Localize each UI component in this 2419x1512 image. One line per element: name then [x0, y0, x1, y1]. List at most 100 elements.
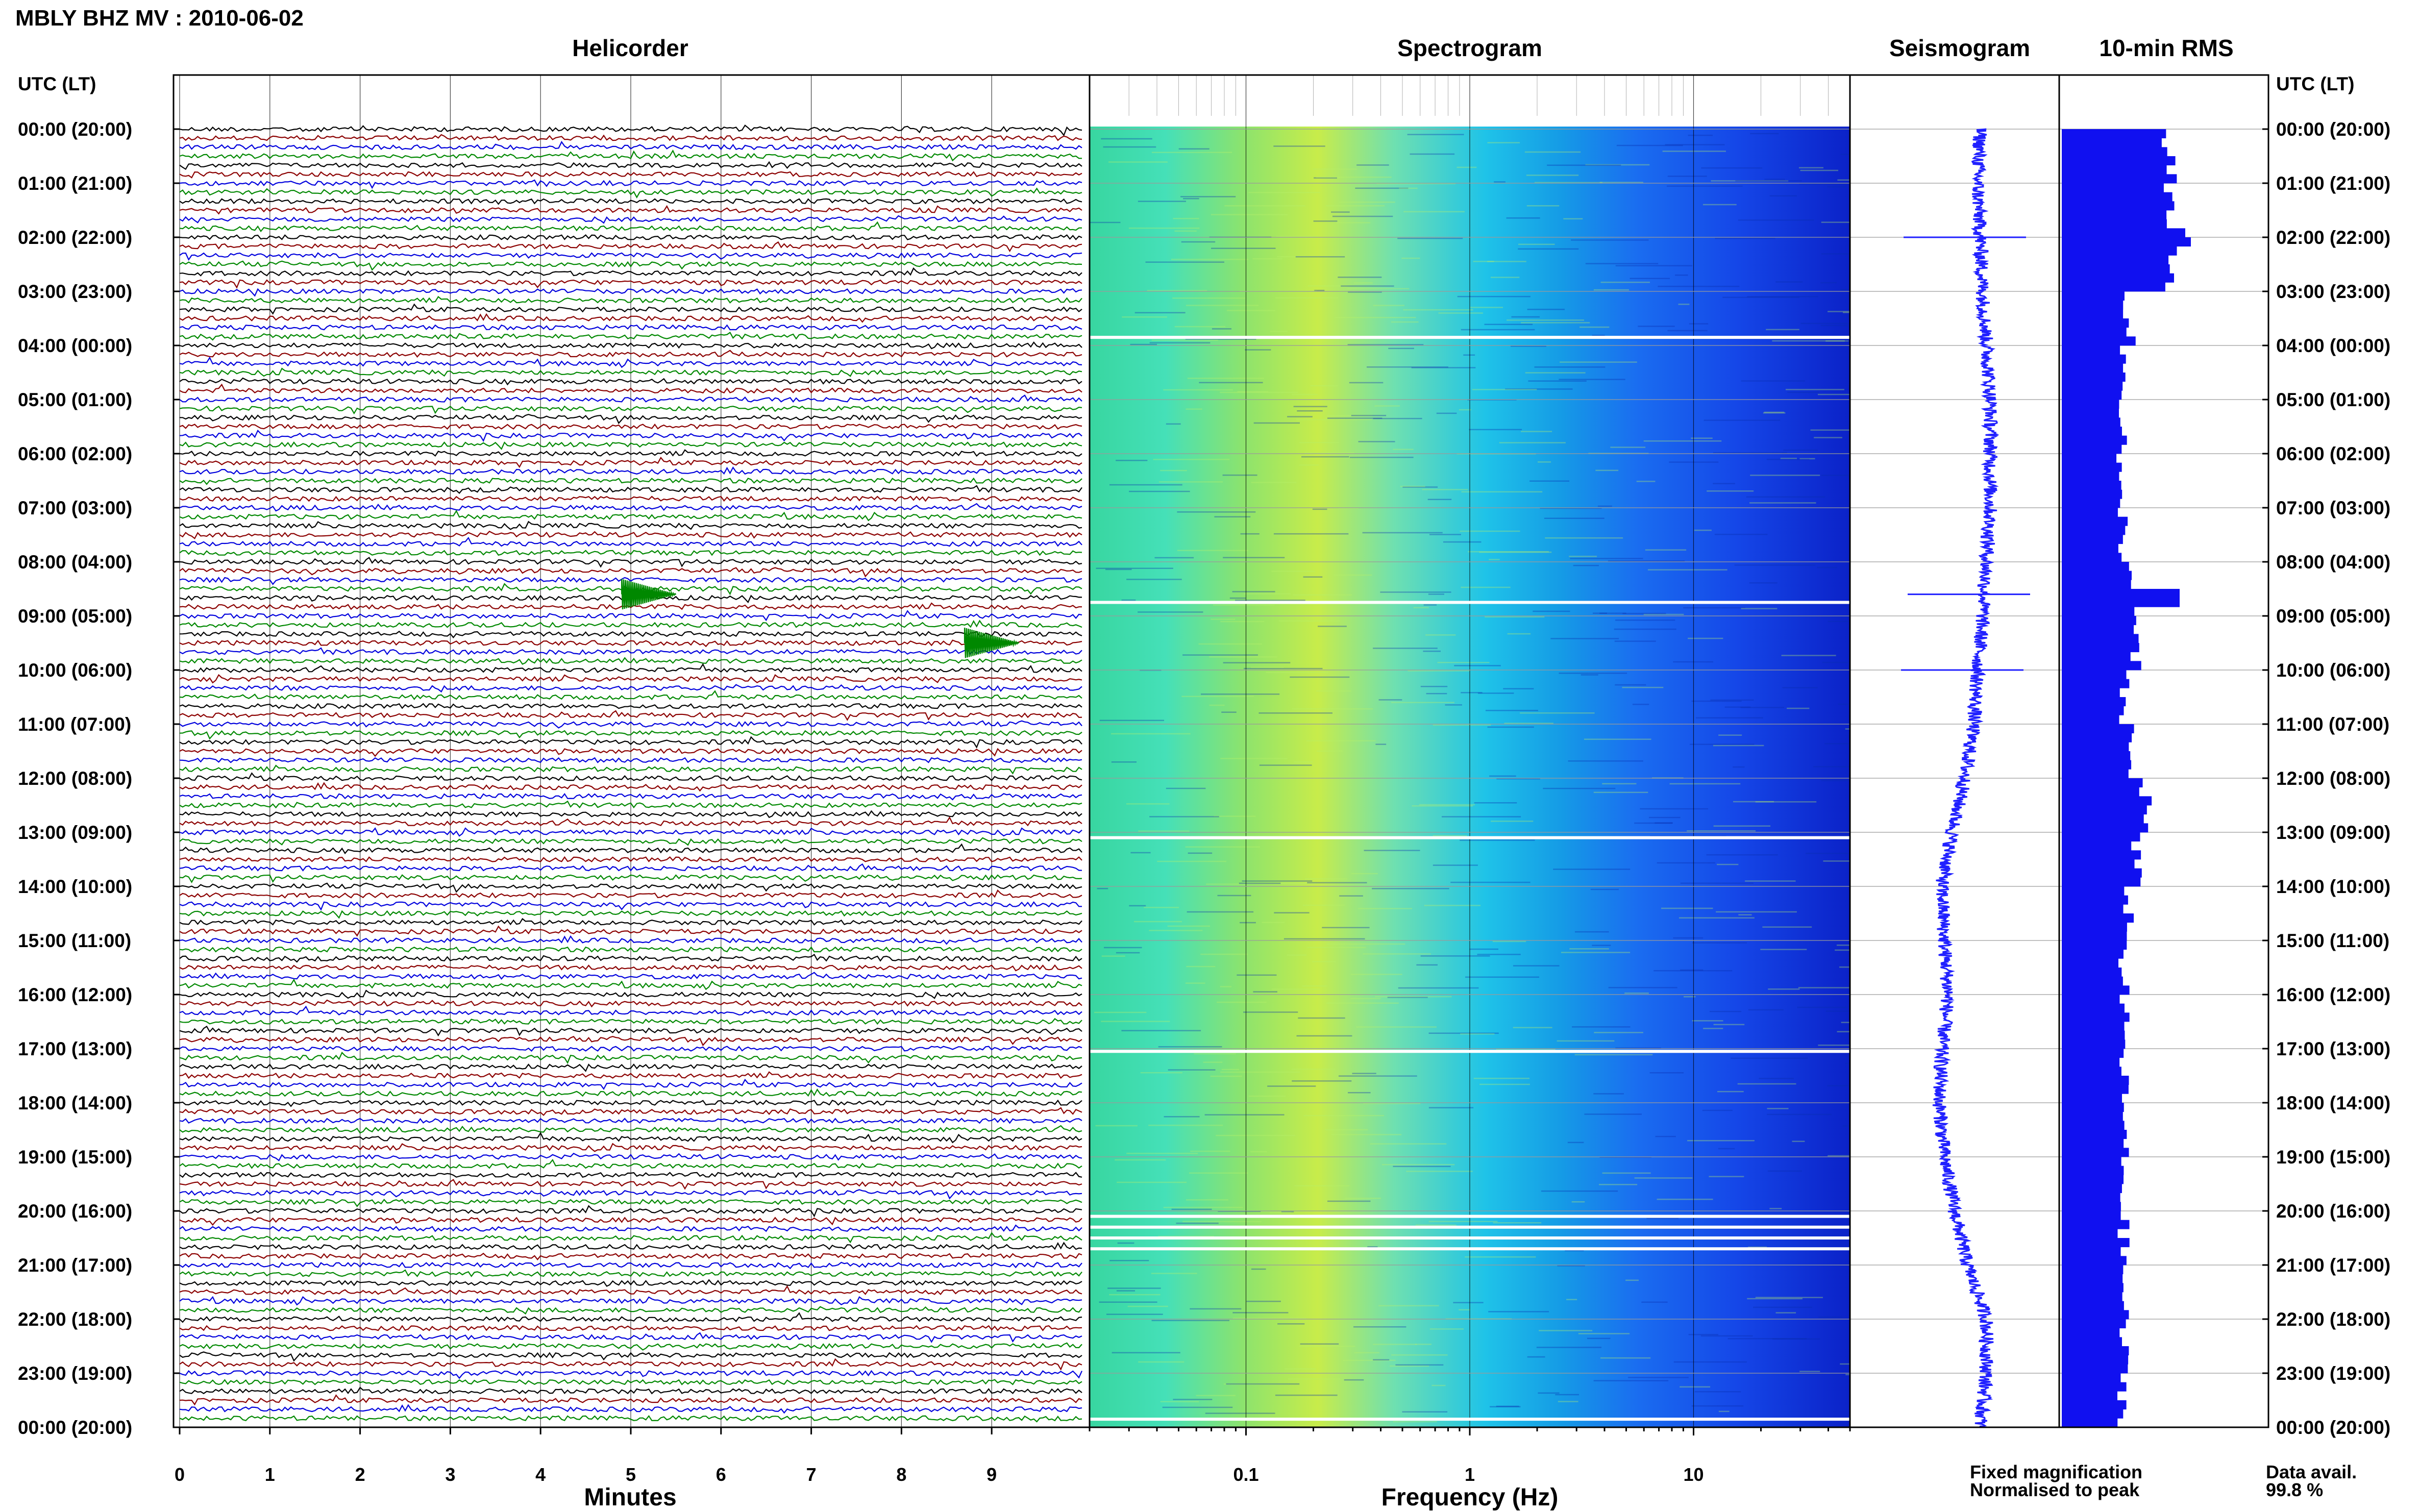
spectrogram-data-gap: [1090, 836, 1850, 839]
rms-bar: [2062, 526, 2126, 535]
helicorder-trace: [179, 1332, 1082, 1343]
spectrogram-speckle: [1622, 612, 1666, 614]
spectrogram-speckle: [1153, 459, 1230, 460]
spectrogram-speckle: [1594, 1032, 1643, 1033]
rms-bar: [2062, 291, 2125, 301]
rms-bar: [2062, 327, 2127, 337]
spectrogram-speckle: [1174, 230, 1197, 232]
spectrogram-speckle: [1568, 760, 1643, 762]
spectrogram-speckle: [1600, 1357, 1651, 1359]
rms-bar: [2062, 580, 2131, 589]
spectrogram-speckle: [1303, 576, 1323, 578]
spectrogram-speckle: [1615, 684, 1646, 686]
helicorder-trace: [179, 602, 1082, 610]
rms-bar: [2062, 1157, 2121, 1167]
helicorder-trace: [179, 332, 1082, 341]
helicorder-trace: [179, 577, 1082, 585]
helicorder-trace: [179, 816, 1082, 827]
spectrogram-speckle: [1835, 949, 1850, 951]
rms-bar: [2062, 598, 2180, 607]
spectrogram-speckle: [1314, 177, 1337, 179]
rms-bar: [2062, 679, 2130, 688]
rms-bar: [2062, 922, 2127, 932]
time-label-right: 20:00 (16:00): [2276, 1201, 2390, 1222]
spectrogram-speckle: [1431, 1384, 1446, 1386]
spectrogram-speckle: [1782, 687, 1818, 688]
spectrogram-speckle: [1496, 778, 1541, 780]
spectrogram-speckle: [1296, 1035, 1352, 1037]
helicorder-trace: [179, 394, 1082, 403]
helicorder-trace: [179, 221, 1082, 233]
spectrogram-speckle: [1709, 1176, 1744, 1177]
spectrogram-speckle: [1599, 612, 1626, 614]
helicorder-trace: [179, 972, 1082, 980]
helicorder-trace: [179, 267, 1082, 277]
rms-bar: [2062, 246, 2177, 256]
spectrogram-speckle: [1209, 656, 1277, 658]
spectrogram-speckle: [1290, 676, 1350, 678]
rms-bar: [2062, 805, 2147, 815]
spectrogram-speckle: [1284, 1368, 1316, 1370]
spectrogram-data-gap: [1090, 336, 1850, 339]
spectrogram-speckle: [1248, 191, 1320, 193]
spectrogram-speckle: [1129, 905, 1146, 907]
spectrogram-speckle: [1245, 349, 1271, 351]
rms-bar: [2062, 1409, 2124, 1419]
spectrogram-speckle: [1749, 502, 1816, 504]
spectrogram-speckle: [1221, 1069, 1240, 1071]
spectrogram-speckle: [1351, 415, 1387, 416]
spectrogram-speckle: [1640, 808, 1709, 810]
spectrogram-speckle: [1565, 1250, 1584, 1252]
spectrogram-speckle: [1507, 633, 1531, 635]
rms-bar: [2062, 1202, 2121, 1211]
spectrogram-speckle: [1198, 643, 1262, 645]
spectrogram-speckle: [1534, 182, 1603, 184]
spectrogram-speckle: [1738, 219, 1814, 221]
spectrogram-speckle: [1239, 882, 1281, 884]
spectrogram-speckle: [1641, 1301, 1668, 1303]
spectrogram-speckle: [1402, 1411, 1448, 1412]
rms-bar: [2062, 264, 2170, 274]
spectrogram-speckle: [1783, 449, 1818, 451]
spectrogram-speckle: [1505, 388, 1573, 390]
rms-bar: [2062, 129, 2166, 139]
spectrogram-speckle: [1738, 914, 1752, 915]
spectrogram-speckle: [1277, 1323, 1305, 1325]
spectrogram-speckle: [1628, 1377, 1689, 1378]
spectrogram-speckle: [1116, 952, 1140, 954]
spectrogram-speckle: [1673, 661, 1714, 663]
helicorder-trace: [179, 1143, 1082, 1152]
rms-bar: [2062, 733, 2132, 742]
spectrogram-speckle: [1278, 620, 1340, 622]
spectrogram-speckle: [1185, 846, 1260, 848]
spectrogram-speckle: [1194, 1053, 1236, 1055]
helicorder-trace: [179, 999, 1082, 1008]
spectrogram-speckle: [1327, 417, 1383, 419]
spectrogram-speckle: [1173, 1399, 1213, 1400]
spectrogram-speckle: [1764, 411, 1785, 413]
rms-bar: [2062, 1337, 2122, 1347]
spectrogram-speckle: [1105, 568, 1132, 571]
rms-bar: [2062, 589, 2180, 599]
rms-bar: [2062, 174, 2177, 184]
spectrogram-speckle: [1172, 297, 1246, 299]
helicorder-trace: [179, 918, 1082, 926]
spectrogram-speckle: [1717, 1090, 1744, 1093]
spectrogram-xtick-label: 0.1: [1233, 1464, 1258, 1485]
spectrogram-speckle: [1581, 674, 1598, 676]
helicorder-xtick-label: 2: [355, 1464, 365, 1485]
spectrogram-speckle: [1798, 987, 1850, 988]
helicorder-trace: [179, 989, 1082, 999]
spectrogram-speckle: [1702, 204, 1737, 206]
spectrogram-speckle: [1717, 863, 1739, 865]
spectrogram-speckle: [1578, 1333, 1630, 1334]
spectrogram-speckle: [1680, 969, 1704, 971]
spectrogram-xlabel: Frequency (Hz): [1381, 1484, 1559, 1511]
spectrogram-speckle: [1828, 621, 1850, 623]
spectrogram-speckle: [1275, 1394, 1338, 1396]
helicorder-trace: [179, 647, 1082, 655]
spectrogram-speckle: [1338, 507, 1359, 509]
spectrogram-speckle: [1349, 456, 1414, 458]
spectrogram-speckle: [1294, 761, 1313, 763]
